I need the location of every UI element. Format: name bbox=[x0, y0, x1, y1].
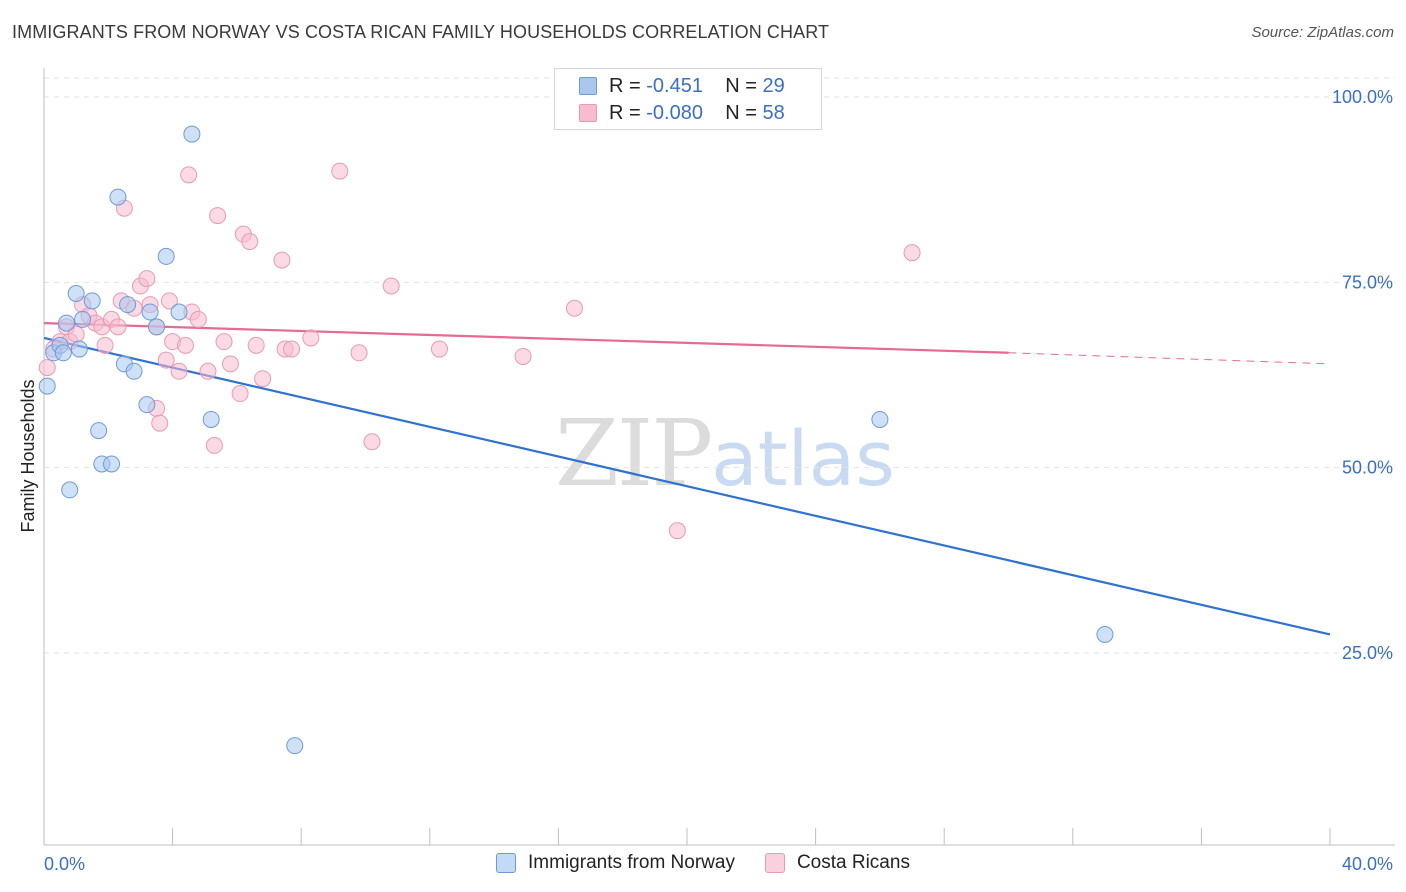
costa-rica-point bbox=[160, 292, 178, 310]
costa-rica-point bbox=[151, 414, 169, 432]
costa-rica-point bbox=[382, 277, 400, 295]
y-tick-label: 25.0% bbox=[1342, 643, 1393, 663]
costa-rica-point bbox=[514, 347, 532, 365]
r-label: R = bbox=[609, 101, 647, 124]
costa-rica-point bbox=[96, 336, 114, 354]
norway-point bbox=[109, 188, 127, 206]
x-tick-label: 0.0% bbox=[44, 854, 85, 874]
norway-point bbox=[286, 737, 304, 755]
r-value: -0.451 bbox=[646, 74, 703, 97]
norway-point bbox=[58, 314, 76, 332]
trend-lines bbox=[43, 322, 1331, 636]
norway-point bbox=[138, 396, 156, 414]
stats-row-costa-rica: R = -0.080 N = 58 bbox=[579, 100, 785, 126]
axes bbox=[43, 68, 1395, 846]
legend-label: Costa Ricans bbox=[796, 852, 910, 873]
costa-rica-point bbox=[350, 344, 368, 362]
norway-point bbox=[103, 455, 121, 473]
norway-point bbox=[157, 247, 175, 265]
costa-rica-point bbox=[668, 522, 686, 540]
costa-rica-point bbox=[254, 370, 272, 388]
costa-rica-trend-line bbox=[43, 322, 1009, 354]
legend-item-costa-rica[interactable]: Costa Ricans bbox=[764, 852, 910, 874]
watermark: ZIPatlas bbox=[555, 400, 895, 507]
series-legend: Immigrants from Norway Costa Ricans bbox=[0, 852, 1406, 874]
x-tick-label: 40.0% bbox=[1342, 854, 1393, 874]
norway-point bbox=[83, 292, 101, 310]
norway-point bbox=[1096, 625, 1114, 643]
costa-rica-point bbox=[363, 433, 381, 451]
norway-point bbox=[90, 422, 108, 440]
y-axis-label: Family Households bbox=[18, 379, 38, 532]
costa-rica-swatch bbox=[764, 853, 785, 873]
n-label: N = bbox=[725, 74, 763, 97]
norway-point bbox=[183, 125, 201, 143]
costa-rica-point bbox=[209, 207, 227, 225]
norway-point bbox=[141, 303, 159, 321]
n-label: N = bbox=[725, 101, 763, 124]
costa-rica-point bbox=[331, 162, 349, 180]
watermark-zip: ZIP bbox=[555, 400, 713, 507]
costa-rica-point bbox=[215, 333, 233, 351]
y-tick-label: 100.0% bbox=[1332, 87, 1393, 107]
watermark-atlas: atlas bbox=[711, 414, 895, 503]
stats-legend: R = -0.451 N = 29 R = -0.080 N = 58 bbox=[554, 68, 822, 130]
legend-item-norway[interactable]: Immigrants from Norway bbox=[496, 852, 735, 874]
costa-rica-point bbox=[241, 233, 259, 251]
costa-rica-point bbox=[205, 436, 223, 454]
chart-title: IMMIGRANTS FROM NORWAY VS COSTA RICAN FA… bbox=[12, 22, 830, 42]
costa-rica-point bbox=[302, 329, 320, 347]
costa-rica-point bbox=[157, 351, 175, 369]
costa-rica-point bbox=[38, 359, 56, 377]
norway-point bbox=[61, 481, 79, 499]
norway-point bbox=[125, 362, 143, 380]
costa-rica-point bbox=[247, 336, 265, 354]
norway-point bbox=[170, 303, 188, 321]
costa-rica-point bbox=[430, 340, 448, 358]
costa-rica-point bbox=[138, 270, 156, 288]
norway-point bbox=[119, 296, 137, 314]
norway-point bbox=[148, 318, 166, 336]
costa-rica-point bbox=[221, 355, 239, 373]
norway-swatch bbox=[496, 853, 517, 873]
data-points bbox=[38, 125, 1114, 755]
costa-rica-point bbox=[565, 299, 583, 317]
source-label: Source: ZipAtlas.com bbox=[1251, 24, 1394, 41]
norway-swatch bbox=[579, 77, 597, 95]
norway-point bbox=[67, 284, 85, 302]
norway-point bbox=[38, 377, 56, 395]
norway-point bbox=[74, 310, 92, 328]
costa-rica-point bbox=[170, 362, 188, 380]
costa-rica-point bbox=[273, 251, 291, 269]
norway-point bbox=[70, 340, 88, 358]
costa-rica-point bbox=[189, 310, 207, 328]
y-tick-label: 75.0% bbox=[1342, 272, 1393, 292]
costa-rica-point bbox=[180, 166, 198, 184]
costa-rica-point bbox=[283, 340, 301, 358]
n-value: 58 bbox=[762, 101, 785, 124]
legend-label: Immigrants from Norway bbox=[528, 852, 735, 873]
axis-labels: 25.0% 50.0% 75.0% 100.0% 0.0% 40.0% Family Hou… bbox=[18, 87, 1393, 874]
norway-point bbox=[871, 410, 889, 428]
y-tick-label: 50.0% bbox=[1342, 458, 1393, 478]
norway-trend-line bbox=[43, 336, 1331, 636]
costa-rica-trend-line bbox=[1008, 352, 1331, 365]
r-label: R = bbox=[609, 74, 647, 97]
costa-rica-point bbox=[903, 244, 921, 262]
norway-point bbox=[202, 410, 220, 428]
stats-row-norway: R = -0.451 N = 29 bbox=[579, 73, 785, 99]
costa-rica-point bbox=[109, 318, 127, 336]
r-value: -0.080 bbox=[646, 101, 703, 124]
costa-rica-point bbox=[199, 362, 217, 380]
costa-rica-point bbox=[231, 385, 249, 403]
costa-rica-point bbox=[176, 336, 194, 354]
grid-lines bbox=[44, 77, 1395, 654]
costa-rica-swatch bbox=[579, 104, 597, 122]
norway-point bbox=[54, 344, 72, 362]
n-value: 29 bbox=[762, 74, 785, 97]
